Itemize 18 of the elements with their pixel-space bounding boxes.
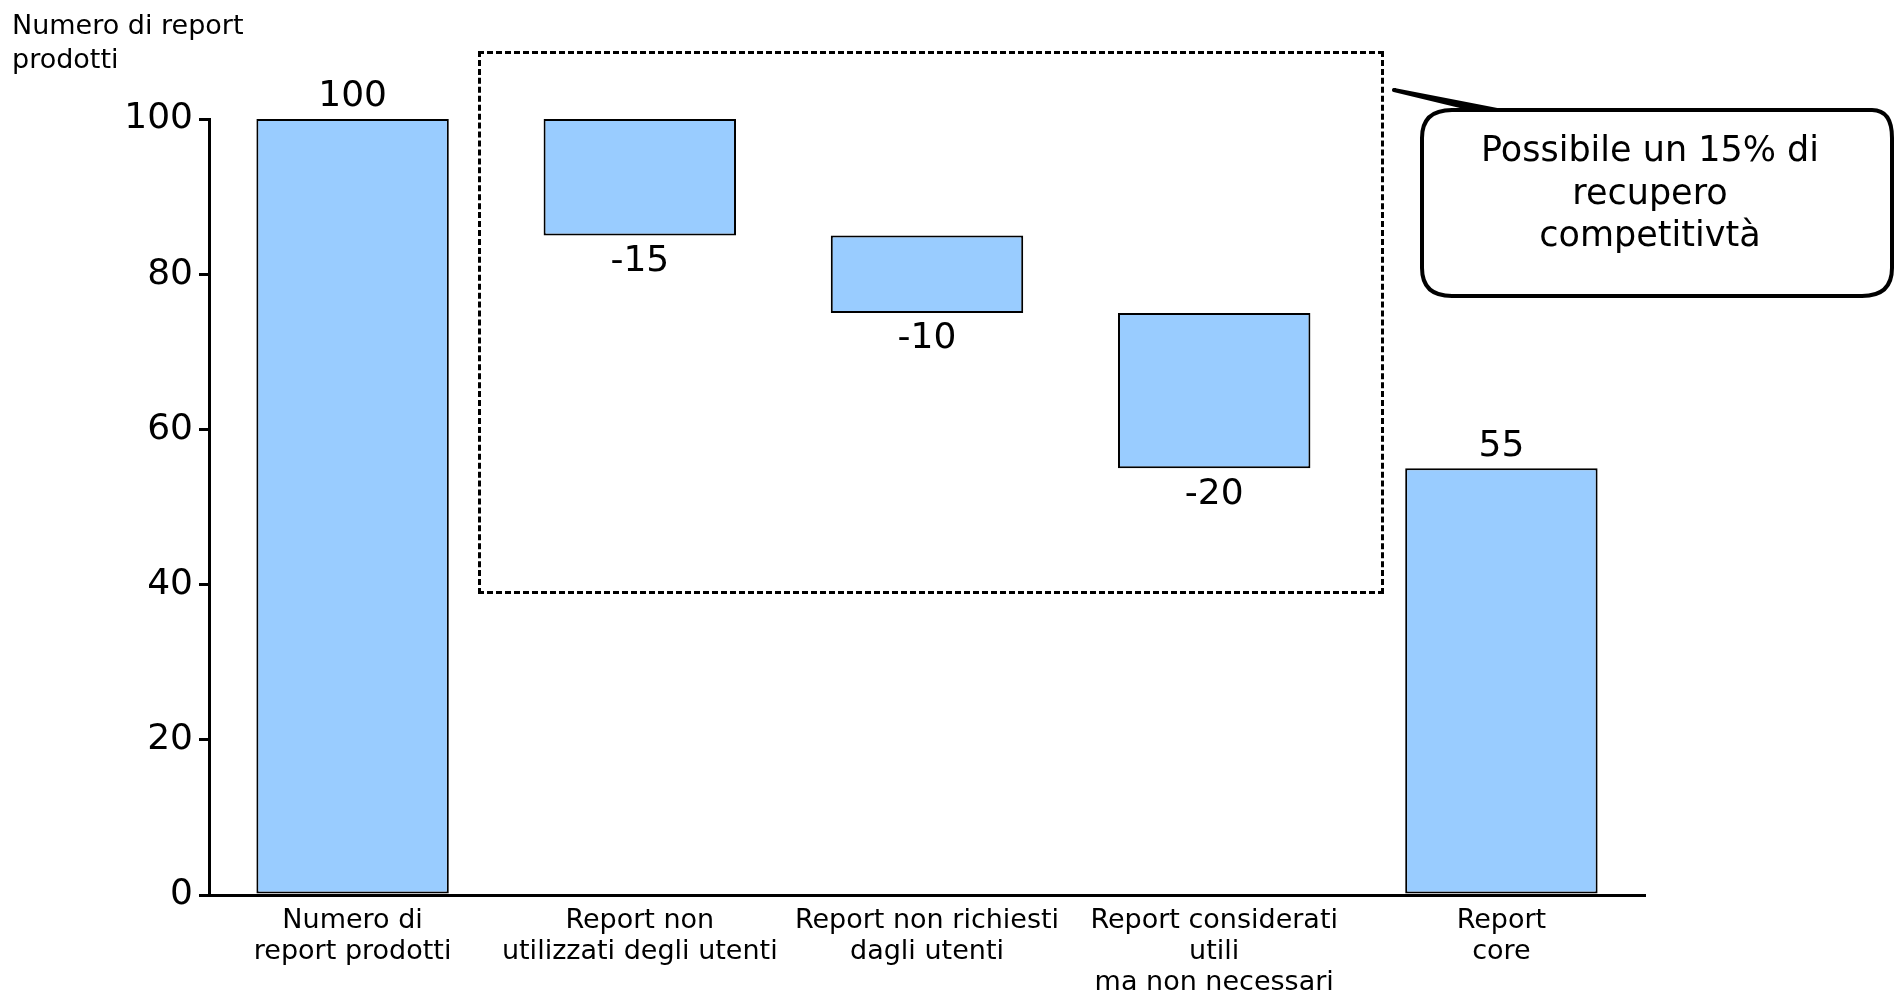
- y-tick-label: 60: [147, 405, 193, 447]
- y-tick-label: 100: [124, 95, 193, 137]
- x-tick-label: Numero di report prodotti: [253, 902, 452, 965]
- y-tick-label: 40: [147, 560, 193, 602]
- y-tick-label: 80: [147, 250, 193, 292]
- x-tick-label: Report core: [1456, 902, 1547, 965]
- data-label: 55: [1478, 422, 1525, 464]
- data-label: -15: [610, 237, 670, 279]
- y-tick-label: 0: [170, 871, 193, 913]
- x-tick-label: Report non richiesti dagli utenti: [794, 902, 1060, 965]
- data-label: 100: [318, 73, 387, 115]
- data-label: -20: [1184, 470, 1244, 512]
- x-tick-label: Report non utilizzati degli utenti: [501, 902, 778, 965]
- y-axis-title: Numero di report prodotti: [12, 8, 244, 76]
- data-label: -10: [897, 315, 957, 357]
- y-tick-label: 20: [147, 716, 193, 758]
- annotation: Possibile un 15% di recupero competitivtà: [1479, 128, 1821, 257]
- x-tick-label: Report considerati utili ma non necessari: [1090, 902, 1339, 996]
